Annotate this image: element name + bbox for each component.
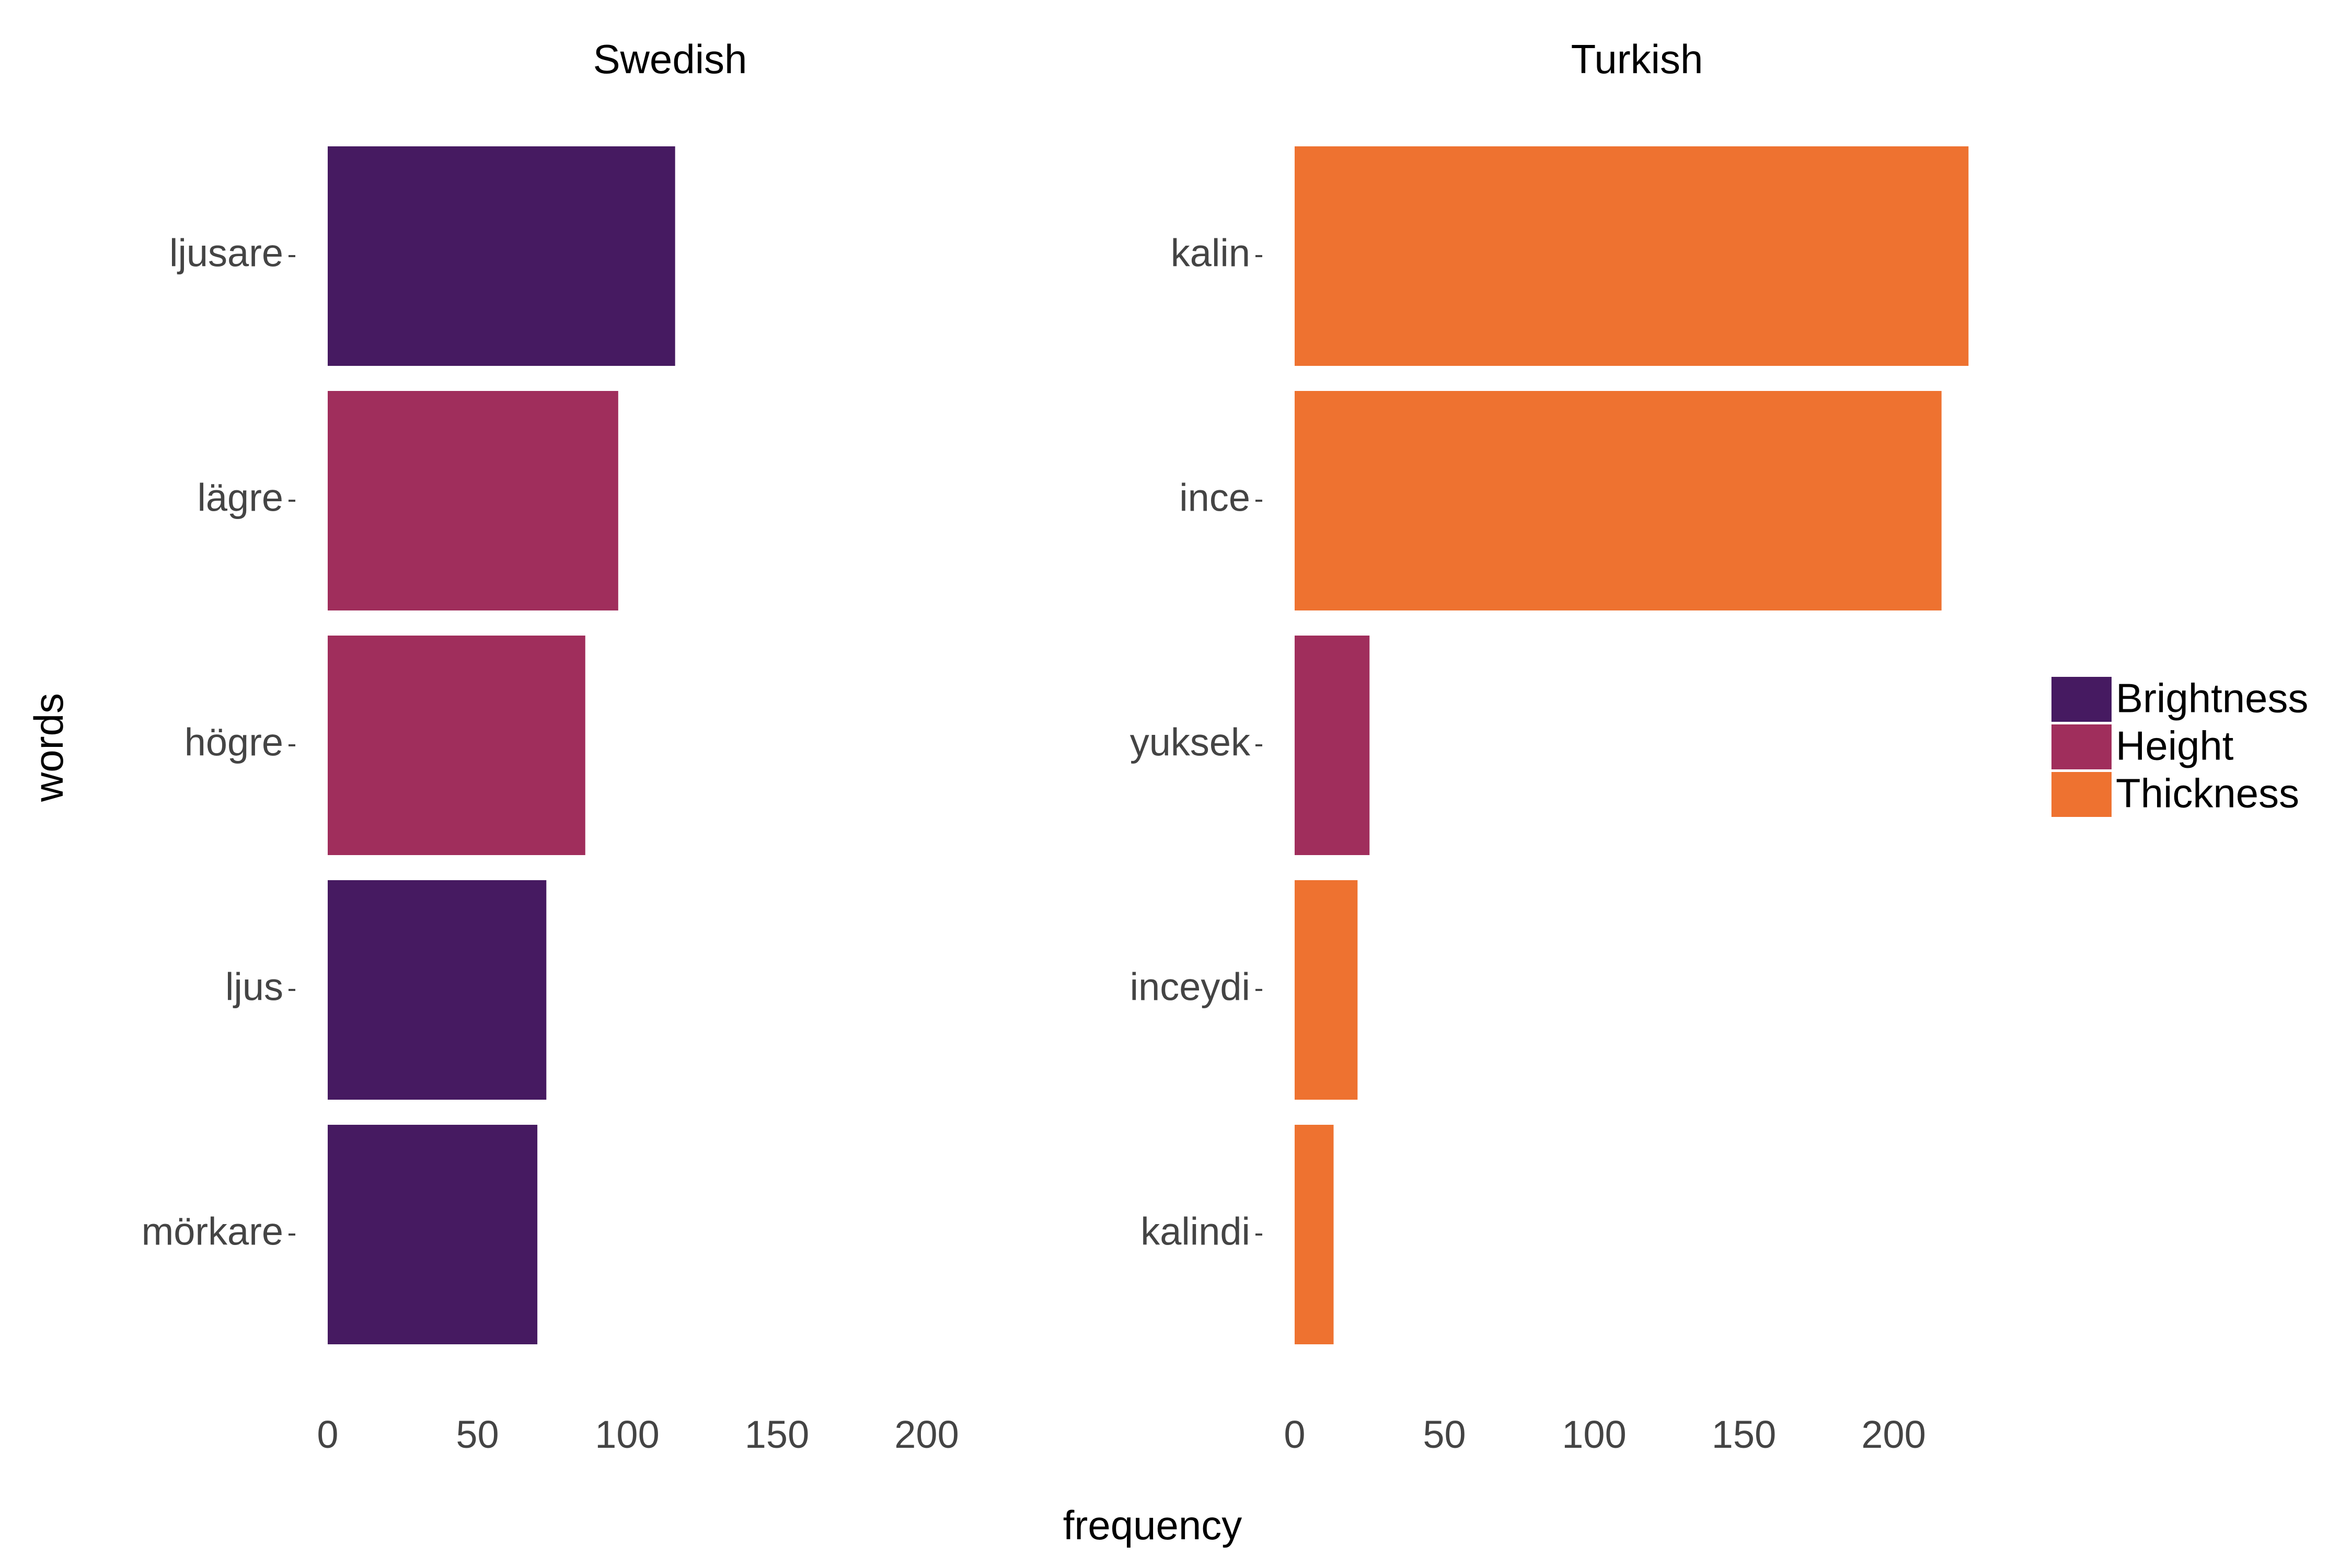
- bar-ince: [1295, 391, 1942, 610]
- bar-lägre: [328, 391, 618, 610]
- facet-turkish: Turkish kalin ince yuksek inceydi kalindi 0 50 1…: [1130, 36, 1969, 1456]
- facet-swedish: Swedish ljusare lägre högre ljus mörkare 0 50 10…: [142, 36, 959, 1456]
- y-tick-label: inceydi: [1130, 965, 1250, 1009]
- bar-kalindi: [1295, 1125, 1334, 1344]
- x-tick-label: 150: [745, 1413, 809, 1456]
- bar-högre: [328, 636, 585, 855]
- y-tick-label: ljus: [225, 965, 283, 1009]
- bar-mörkare: [328, 1125, 538, 1344]
- x-axis-title: frequency: [1063, 1502, 1242, 1548]
- x-tick-label: 100: [595, 1413, 659, 1456]
- facet-title: Turkish: [1571, 36, 1703, 82]
- x-tick-label: 200: [894, 1413, 959, 1456]
- y-tick-label: mörkare: [142, 1210, 283, 1253]
- facet-title: Swedish: [593, 36, 747, 82]
- bar-ljus: [328, 880, 547, 1100]
- legend-swatch-height: [2051, 724, 2112, 769]
- x-tick-label: 100: [1562, 1413, 1626, 1456]
- legend-swatch-brightness: [2051, 677, 2112, 722]
- legend-label-brightness: Brightness: [2116, 675, 2309, 721]
- legend-swatch-thickness: [2051, 772, 2112, 817]
- legend-label-thickness: Thickness: [2116, 770, 2299, 816]
- y-tick-label: yuksek: [1130, 721, 1251, 764]
- x-tick-label: 50: [1423, 1413, 1466, 1456]
- bar-ljusare: [328, 146, 675, 366]
- x-tick-label: 50: [456, 1413, 499, 1456]
- y-tick-label: högre: [185, 721, 283, 764]
- bar-yuksek: [1295, 636, 1370, 855]
- bar-kalin: [1295, 146, 1969, 366]
- y-tick-label: ljusare: [169, 232, 283, 275]
- y-tick-label: kalin: [1171, 232, 1250, 275]
- x-tick-label: 0: [317, 1413, 338, 1456]
- x-tick-label: 150: [1712, 1413, 1776, 1456]
- facet-panels: Swedish ljusare lägre högre ljus mörkare 0 50 10…: [142, 36, 1969, 1456]
- y-axis-title: words: [26, 693, 72, 802]
- x-tick-label: 200: [1861, 1413, 1926, 1456]
- y-tick-label: lägre: [197, 476, 283, 520]
- bar-inceydi: [1295, 880, 1358, 1100]
- x-tick-label: 0: [1284, 1413, 1305, 1456]
- y-tick-label: kalindi: [1140, 1210, 1250, 1253]
- legend-label-height: Height: [2116, 723, 2234, 769]
- y-tick-label: ince: [1179, 476, 1250, 520]
